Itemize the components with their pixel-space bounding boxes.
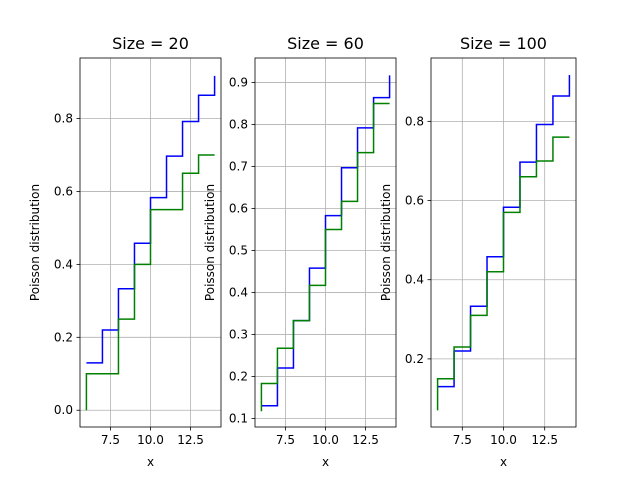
y-tick-label: 0.3 bbox=[229, 327, 248, 341]
y-tick-label: 0.9 bbox=[229, 76, 248, 90]
y-tick-label: 0.6 bbox=[229, 201, 248, 215]
x-tick-label: 12.5 bbox=[177, 433, 204, 447]
x-tick-label: 10.0 bbox=[137, 433, 164, 447]
y-tick-label: 0.8 bbox=[229, 118, 248, 132]
chart-title: Size = 20 bbox=[112, 34, 189, 53]
x-tick-label: 10.0 bbox=[312, 433, 339, 447]
x-axis-label: x bbox=[322, 455, 329, 469]
y-tick-label: 0.7 bbox=[229, 160, 248, 174]
subplot-3: 7.5 10.0 12.5 0.2 0.4 0.6 0.8 Size = 100 x Poisso… bbox=[379, 34, 577, 469]
y-tick-label: 0.6 bbox=[405, 194, 424, 208]
x-tick-label: 12.5 bbox=[531, 433, 558, 447]
y-tick-label: 0.5 bbox=[229, 243, 248, 257]
x-tick-label: 7.5 bbox=[276, 433, 295, 447]
y-tick-label: 0.0 bbox=[54, 403, 73, 417]
y-axis-label: Poisson distribution bbox=[203, 184, 217, 301]
x-tick-label: 12.5 bbox=[352, 433, 379, 447]
series-line-1 bbox=[86, 75, 216, 364]
y-tick-label: 0.2 bbox=[405, 352, 424, 366]
y-tick-label: 0.4 bbox=[229, 285, 248, 299]
y-tick-label: 0.4 bbox=[54, 257, 73, 271]
y-tick-label: 0.2 bbox=[54, 330, 73, 344]
x-tick-label: 7.5 bbox=[101, 433, 120, 447]
chart-title: Size = 100 bbox=[460, 34, 547, 53]
y-axis-label: Poisson distribution bbox=[379, 184, 393, 301]
series-line-2 bbox=[436, 136, 570, 411]
x-axis-label: x bbox=[500, 455, 507, 469]
x-axis-label: x bbox=[147, 455, 154, 469]
y-tick-label: 0.8 bbox=[405, 114, 424, 128]
x-tick-label: 7.5 bbox=[453, 433, 472, 447]
subplot-2: 7.5 10.0 12.5 0.1 0.2 0.3 0.4 0.5 0.6 0.7 0.8 0.9 Si… bbox=[203, 34, 397, 469]
subplot-1: 7.5 10.0 12.5 0.0 0.2 0.4 0.6 0.8 Size = 20 x Pois… bbox=[28, 34, 222, 469]
chart-title: Size = 60 bbox=[287, 34, 364, 53]
series-line-2 bbox=[260, 102, 390, 412]
x-tick-label: 10.0 bbox=[490, 433, 517, 447]
y-tick-label: 0.8 bbox=[54, 112, 73, 126]
y-tick-label: 0.1 bbox=[229, 411, 248, 425]
y-tick-label: 0.4 bbox=[405, 273, 424, 287]
y-tick-label: 0.2 bbox=[229, 369, 248, 383]
y-axis-label: Poisson distribution bbox=[28, 184, 42, 301]
series-line-1 bbox=[437, 75, 571, 388]
series-line-2 bbox=[85, 154, 215, 411]
y-tick-label: 0.6 bbox=[54, 184, 73, 198]
